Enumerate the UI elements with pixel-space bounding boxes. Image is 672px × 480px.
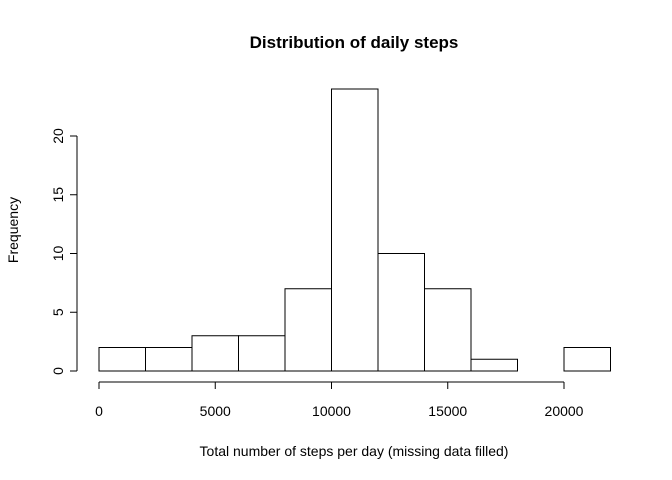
histogram-bar-4 — [284, 288, 332, 372]
x-tick-label-4: 20000 — [545, 403, 584, 419]
y-axis-label: Frequency — [5, 197, 21, 263]
x-tick-label-0: 0 — [95, 403, 103, 419]
y-tick-label-4: 20 — [50, 128, 66, 144]
histogram-bar-8 — [470, 358, 518, 372]
histogram-bar-3 — [238, 335, 286, 372]
x-tick-label-3: 15000 — [428, 403, 467, 419]
histogram-bar-6 — [377, 253, 425, 372]
y-tick-label-2: 10 — [50, 246, 66, 262]
histogram-bar-7 — [424, 288, 472, 372]
x-tick-label-2: 10000 — [312, 403, 351, 419]
histogram-bar-5 — [331, 88, 379, 372]
histogram-bar-1 — [145, 347, 193, 372]
histogram-bar-0 — [98, 347, 146, 372]
y-tick-label-1: 5 — [50, 308, 66, 316]
chart-title: Distribution of daily steps — [250, 33, 459, 52]
histogram-bar-2 — [191, 335, 239, 372]
y-tick-label-0: 0 — [50, 367, 66, 375]
histogram-bar-10 — [563, 347, 611, 372]
y-tick-label-3: 15 — [50, 187, 66, 203]
bars-group — [98, 88, 611, 372]
x-axis-label: Total number of steps per day (missing d… — [200, 443, 509, 459]
x-axis: 0 5000 10000 15000 20000 — [95, 381, 584, 419]
y-axis: 0 5 10 15 20 — [50, 128, 78, 375]
x-tick-label-1: 5000 — [200, 403, 231, 419]
